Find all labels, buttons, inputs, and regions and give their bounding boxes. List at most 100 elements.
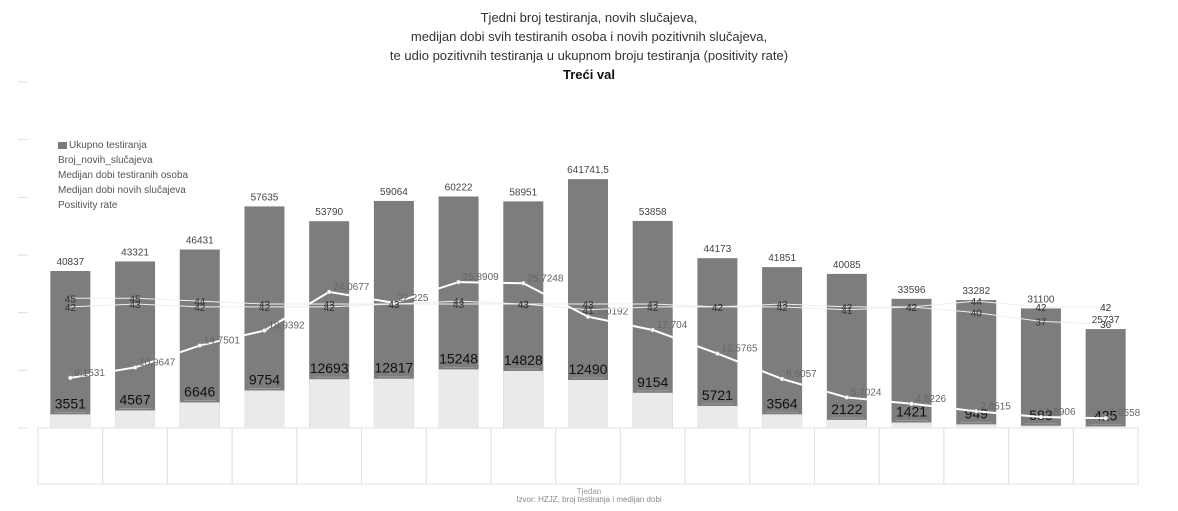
bar-ukupno-testiranja [826, 273, 867, 428]
bar-value-label-ukupno: 46431 [186, 235, 214, 246]
data-label-medijan-testiranih: 43 [518, 300, 530, 311]
x-category-cell [102, 427, 168, 485]
bar-ukupno-testiranja [891, 298, 932, 428]
bar-novi-slucajevi [891, 422, 932, 428]
bar-value-label-ukupno: 58951 [509, 187, 537, 198]
data-label-medijan-novih: 45 [65, 294, 77, 305]
data-label-medijan-novih: 42 [1035, 303, 1047, 314]
bar-ukupno-testiranja [762, 267, 803, 428]
bar-value-label-novi: 3551 [55, 395, 86, 411]
point-positivity-rate [844, 395, 850, 400]
x-category-cell [749, 427, 815, 485]
legend-item-medijan-testiranih: Medijan dobi testiranih osoba [58, 170, 189, 181]
point-positivity-rate [1103, 415, 1108, 421]
chart-legend: Ukupno testiranja Broj_novih_slučajeva M… [58, 138, 188, 213]
bar-value-label-novi: 9154 [637, 374, 668, 390]
bar-novi-slucajevi [50, 414, 91, 428]
bar-value-label-ukupno: 41851 [768, 253, 796, 264]
line-medijan-testiranih [70, 303, 1106, 325]
bar-value-label-ukupno: 40085 [833, 260, 861, 271]
data-label-medijan-novih: 44 [453, 297, 465, 308]
data-label-positivity-rate: 4,6226 [916, 394, 947, 405]
bar-value-label-ukupno: 641741,5 [567, 165, 609, 176]
chart-title-line-2: medijan dobi svih testiranih osoba i nov… [410, 29, 768, 44]
data-label-medijan-novih: 42 [841, 303, 853, 314]
bar-ukupno-testiranja [179, 249, 220, 428]
data-label-positivity-rate: 1,8906 [1045, 407, 1076, 418]
bar-value-label-novi: 12490 [569, 361, 608, 377]
point-positivity-rate [68, 375, 73, 381]
point-positivity-rate [262, 328, 267, 333]
bar-value-label-ukupno: 43321 [121, 247, 149, 258]
bar-value-label-ukupno: 53790 [315, 207, 343, 218]
legend-item-medijan-novih: Medijan dobi novih slučajeva [58, 185, 186, 196]
data-label-medijan-novih: 43 [582, 300, 594, 311]
point-positivity-rate [779, 376, 785, 382]
bar-novi-slucajevi [762, 414, 803, 428]
bar-value-label-ukupno: 25737 [1092, 315, 1120, 326]
data-label-positivity-rate: 8,1531 [74, 368, 105, 379]
data-label-medijan-novih: 43 [777, 300, 789, 311]
x-category-cell [555, 427, 621, 485]
bar-value-label-ukupno: 33282 [962, 286, 990, 297]
bar-value-label-novi: 6646 [184, 383, 215, 399]
data-label-medijan-testiranih: 43 [129, 300, 141, 311]
data-label-positivity-rate: 8,6057 [786, 369, 817, 380]
bar-novi-slucajevi [1020, 425, 1061, 428]
bar-novi-slucajevi [956, 424, 997, 428]
footnote: Izvor: HZJZ, broj testiranja i medijan d… [516, 495, 662, 504]
x-category-cell [878, 427, 945, 485]
x-category-cell [296, 427, 363, 485]
bar-novi-slucajevi [438, 369, 479, 428]
data-label-medijan-testiranih: 42 [777, 303, 789, 314]
data-label-positivity-rate: 24,0677 [333, 282, 370, 293]
bar-value-label-novi: 9754 [249, 372, 280, 388]
data-label-medijan-testiranih: 41 [582, 306, 594, 317]
bar-value-label-novi: 12817 [374, 360, 413, 376]
bar-value-label-ukupno: 60222 [445, 182, 473, 193]
point-positivity-rate [585, 314, 591, 319]
legend-item-ukupno: Ukupno testiranja [58, 138, 188, 153]
bar-novi-slucajevi [826, 419, 867, 428]
data-label-medijan-testiranih: 42 [259, 303, 271, 314]
line-medijan-novih [70, 297, 1106, 308]
bar-value-label-novi: 583 [1029, 407, 1053, 423]
bar-ukupno-testiranja [1020, 308, 1061, 428]
data-label-medijan-testiranih: 40 [971, 309, 983, 320]
bar-value-label-ukupno: 53858 [639, 207, 667, 218]
bar-value-label-ukupno: 31100 [1027, 294, 1055, 305]
data-label-positivity-rate: 14,7501 [204, 336, 241, 347]
data-label-medijan-novih: 43 [388, 300, 400, 311]
data-label-positivity-rate: 25,8909 [463, 272, 500, 283]
point-positivity-rate [326, 289, 332, 295]
data-label-positivity-rate: 22,225 [398, 293, 429, 304]
bar-novi-slucajevi [309, 379, 350, 428]
bar-value-label-novi: 5721 [702, 387, 733, 403]
data-label-positivity-rate: 5,7024 [851, 387, 882, 398]
bar-value-label-ukupno: 40837 [56, 257, 84, 268]
chart-title-line-4: Treći val [562, 67, 616, 82]
point-positivity-rate [715, 351, 720, 356]
data-label-medijan-testiranih: 42 [324, 303, 336, 314]
bar-novi-slucajevi [632, 392, 673, 428]
data-label-positivity-rate: 12,5765 [721, 344, 758, 355]
data-label-medijan-novih: 43 [518, 300, 530, 311]
data-label-medijan-novih: 44 [194, 297, 206, 308]
point-positivity-rate [521, 281, 526, 286]
data-label-medijan-novih: 42 [1100, 303, 1112, 314]
bar-novi-slucajevi [697, 406, 738, 428]
point-positivity-rate [456, 279, 461, 285]
data-label-medijan-testiranih: 37 [1035, 317, 1047, 328]
bar-novi-slucajevi [244, 390, 285, 428]
x-category-cell [1072, 427, 1139, 485]
data-label-medijan-testiranih: 42 [647, 303, 659, 314]
data-label-medijan-novih: 42 [712, 303, 724, 314]
bar-value-label-novi: 2122 [831, 401, 862, 417]
data-label-medijan-testiranih: 42 [712, 303, 724, 314]
bar-value-label-ukupno: 57635 [251, 192, 279, 203]
x-category-cell [943, 427, 1010, 485]
bar-novi-slucajevi [115, 410, 156, 428]
bar-novi-slucajevi [503, 370, 544, 428]
data-label-medijan-testiranih: 43 [388, 300, 400, 311]
data-label-medijan-testiranih: 42 [65, 303, 77, 314]
